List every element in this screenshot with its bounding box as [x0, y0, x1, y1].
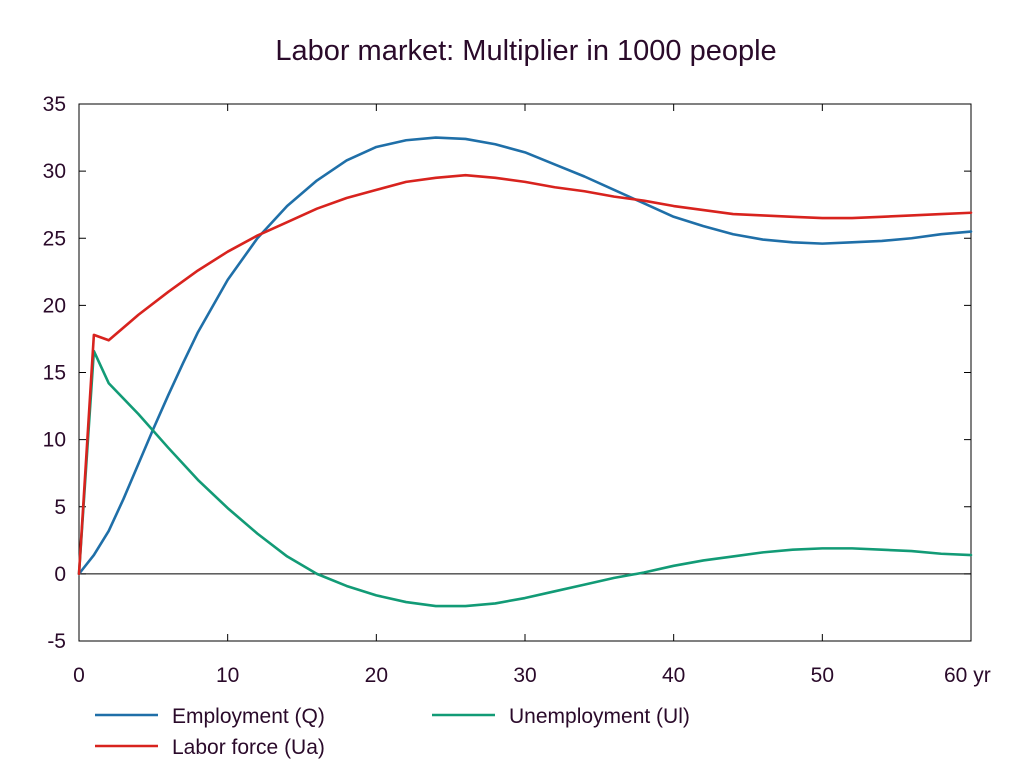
y-tick-label: 30 [43, 160, 66, 183]
legend: Employment (Q) Unemployment (Ul) Labor for… [95, 705, 690, 759]
legend-item-2: Labor force (Ua) [95, 736, 325, 759]
x-tick-label: 60 yr [944, 664, 991, 687]
x-tick-label: 10 [216, 664, 239, 687]
y-tick-label: 25 [43, 227, 66, 250]
series-line [77, 136, 973, 576]
legend-label: Labor force (Ua) [172, 736, 325, 759]
y-tick-label: 10 [43, 429, 66, 452]
plot-area [78, 103, 972, 642]
legend-item-1: Unemployment (Ul) [432, 705, 690, 728]
y-tick-label: 5 [54, 496, 66, 519]
y-tick-label: 20 [43, 294, 66, 317]
x-tick-label: 0 [73, 664, 85, 687]
legend-label: Unemployment (Ul) [509, 705, 690, 728]
axes: -5 0 5 10 15 20 25 30 35 0 10 20 30 40 50 60 yr [43, 93, 991, 687]
x-tick-label: 20 [365, 664, 388, 687]
y-tick-label: 35 [43, 93, 66, 116]
legend-label: Employment (Q) [172, 705, 325, 728]
y-tick-label: 0 [54, 563, 66, 586]
plot-frame [78, 103, 972, 642]
series-line [77, 173, 973, 576]
x-tick-label: 30 [513, 664, 536, 687]
y-tick-label: 15 [43, 362, 66, 385]
series-1 [77, 349, 973, 608]
chart-title: Labor market: Multiplier in 1000 people [275, 35, 776, 67]
series-2 [77, 173, 973, 576]
series-0 [77, 136, 973, 576]
series-layer [77, 136, 973, 608]
legend-item-0: Employment (Q) [95, 705, 325, 728]
x-tick-label: 40 [662, 664, 685, 687]
series-line [77, 349, 973, 608]
y-tick-label: -5 [47, 630, 66, 653]
x-tick-label: 50 [811, 664, 834, 687]
